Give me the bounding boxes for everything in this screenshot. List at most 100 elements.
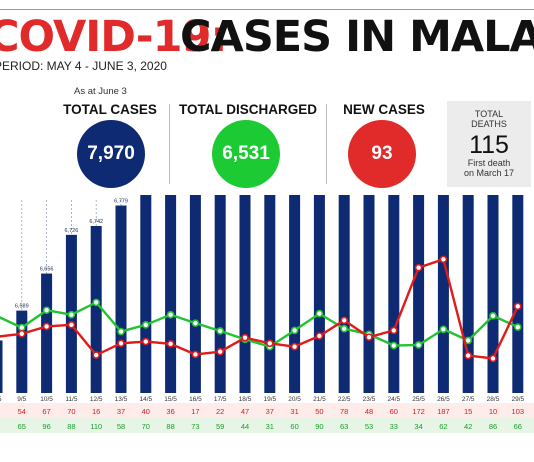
discharged-value: 88 xyxy=(166,422,174,431)
total-deaths-value: 115 xyxy=(469,131,509,159)
new-cases-point xyxy=(216,347,224,356)
new-cases-value: 187 xyxy=(437,407,450,416)
bar-total-cases xyxy=(462,195,474,393)
discharged-line-lead xyxy=(0,316,23,329)
x-tick-label: 15/5 xyxy=(164,396,177,403)
total-cases-circle: 7,970 xyxy=(77,120,145,188)
new-cases-point xyxy=(17,329,26,338)
new-cases-point xyxy=(315,332,324,340)
discharged-point xyxy=(67,310,76,319)
bar-label: 6,656 xyxy=(40,267,54,273)
x-tick-label: 25/5 xyxy=(412,396,425,403)
new-cases-row-bg xyxy=(0,403,534,418)
discharged-point xyxy=(117,327,125,336)
discharged-value: 73 xyxy=(191,422,199,431)
total-deaths-box: TOTAL DEATHS 115 First death on March 17 xyxy=(447,101,531,187)
title-covid: COVID-19: xyxy=(0,12,228,62)
x-tick-label: 20/5 xyxy=(288,396,301,403)
bar-total-cases xyxy=(512,195,524,393)
new-cases-value: 10 xyxy=(489,407,497,416)
new-cases-point xyxy=(265,339,274,348)
bar-total-cases xyxy=(313,195,325,393)
discharged-point xyxy=(489,312,497,320)
new-cases-point xyxy=(92,351,100,359)
discharged-point xyxy=(166,310,175,319)
new-cases-value: 31 xyxy=(290,407,298,416)
bar-total-cases xyxy=(189,195,201,393)
first-death-note: First death on March 17 xyxy=(447,158,531,178)
discharged-value: 44 xyxy=(241,422,249,431)
bar-total-cases xyxy=(115,205,127,393)
new-cases-value: 16 xyxy=(92,407,100,416)
x-tick-label: 21/5 xyxy=(313,396,326,403)
new-cases-value: 48 xyxy=(365,407,373,416)
new-cases-value: 37 xyxy=(266,407,274,416)
discharged-value: 96 xyxy=(42,422,50,431)
discharged-value: 58 xyxy=(117,422,125,431)
discharged-value: 33 xyxy=(390,422,398,431)
x-tick-label: 8/5 xyxy=(0,396,2,403)
new-cases-value: 60 xyxy=(390,407,398,416)
x-tick-label: 18/5 xyxy=(239,396,252,403)
new-cases-value: 37 xyxy=(117,407,125,416)
new-cases-point xyxy=(67,321,76,329)
discharged-point xyxy=(340,324,349,333)
bar-label: 6,726 xyxy=(65,228,79,234)
new-cases-point xyxy=(142,337,150,346)
new-cases-point xyxy=(389,326,398,335)
x-tick-label: 28/5 xyxy=(487,396,500,403)
x-tick-label: 29/5 xyxy=(511,396,524,403)
new-cases-value: 40 xyxy=(142,407,150,416)
new-cases-value: 22 xyxy=(216,407,224,416)
discharged-value: 90 xyxy=(315,422,323,431)
discharged-point xyxy=(439,325,448,334)
total-deaths-label-line1: TOTAL xyxy=(474,109,504,119)
divider-1 xyxy=(169,104,170,184)
new-cases-value: 103 xyxy=(512,407,525,416)
x-tick-label: 24/5 xyxy=(387,396,400,403)
discharged-point xyxy=(315,309,324,318)
bar-label: 6,742 xyxy=(89,219,103,225)
new-cases-value: 67 xyxy=(42,407,50,416)
discharged-value: 42 xyxy=(464,422,472,431)
discharged-point xyxy=(142,321,150,329)
discharged-point xyxy=(17,323,26,332)
new-cases-label: NEW CASES xyxy=(343,102,425,117)
bar-total-cases xyxy=(0,340,3,393)
bar-total-cases xyxy=(388,195,400,393)
discharged-value: 86 xyxy=(489,422,497,431)
discharged-value: 53 xyxy=(365,422,373,431)
bar-total-cases xyxy=(165,195,177,393)
discharged-value: 66 xyxy=(514,422,522,431)
new-cases-line-lead xyxy=(0,332,22,338)
x-tick-label: 10/5 xyxy=(40,396,53,403)
table-bottom-row-bg xyxy=(0,433,534,448)
discharged-value: 110 xyxy=(90,422,102,431)
bar-total-cases xyxy=(487,195,499,394)
bar-total-cases xyxy=(289,195,301,393)
divider-2 xyxy=(326,104,327,184)
bar-total-cases xyxy=(264,195,276,394)
bar-total-cases xyxy=(338,195,350,393)
discharged-value: 60 xyxy=(290,422,298,431)
x-tick-label: 19/5 xyxy=(263,396,276,403)
new-cases-point xyxy=(166,340,175,348)
new-cases-point xyxy=(290,342,299,351)
title-cases: CASES IN MALAYSIA xyxy=(180,12,534,62)
period-subtitle: PERIOD: MAY 4 - JUNE 3, 2020 xyxy=(0,59,167,73)
discharged-value: 65 xyxy=(18,422,26,431)
new-cases-point xyxy=(439,255,448,264)
bar-total-cases xyxy=(214,195,226,393)
new-cases-value: 50 xyxy=(315,407,323,416)
new-cases-value: 172 xyxy=(412,407,425,416)
bar-total-cases xyxy=(437,195,449,394)
discharged-point xyxy=(464,336,473,345)
x-tick-label: 16/5 xyxy=(189,396,202,403)
discharged-point xyxy=(191,319,200,327)
x-tick-label: 22/5 xyxy=(338,396,351,403)
new-cases-point xyxy=(464,351,473,360)
new-cases-circle: 93 xyxy=(348,120,416,188)
bar-label: 6,589 xyxy=(15,304,29,310)
bar-total-cases xyxy=(140,195,152,393)
first-death-note-line1: First death xyxy=(467,158,511,168)
